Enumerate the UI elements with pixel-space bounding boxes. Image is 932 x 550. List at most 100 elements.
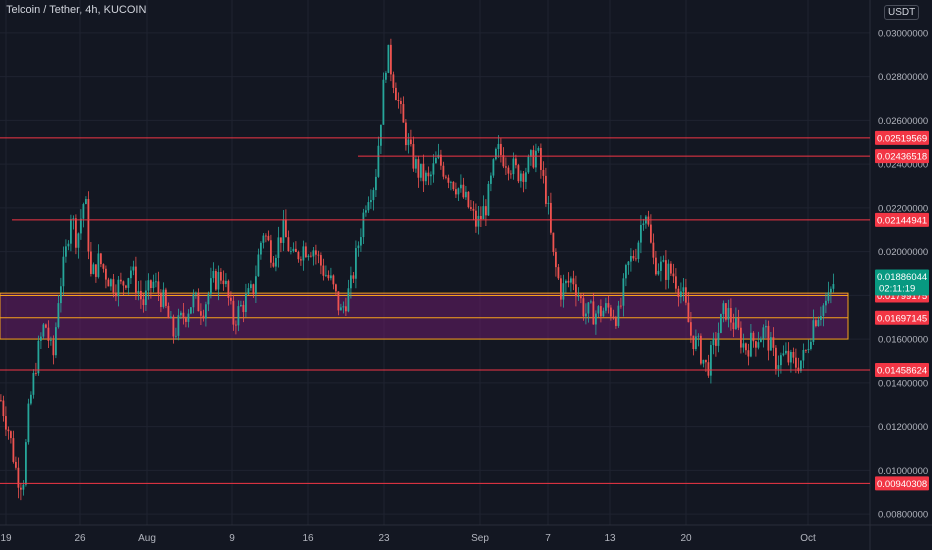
candle-body <box>552 232 555 253</box>
candle-body <box>20 487 22 490</box>
candle-body <box>695 336 697 350</box>
level-label-bg <box>875 130 929 145</box>
candle-body <box>265 235 267 237</box>
candle-body <box>507 167 510 174</box>
candle-body <box>387 44 390 73</box>
candle-body <box>660 261 662 271</box>
candle-body <box>487 183 490 216</box>
candle-body <box>747 350 750 357</box>
candle-body <box>470 207 472 209</box>
candle-body <box>77 233 80 248</box>
candle-body <box>490 175 492 184</box>
level-label: 0.00940308 <box>877 479 927 490</box>
candle-body <box>140 290 142 300</box>
candle-body <box>700 335 702 364</box>
candle-body <box>662 260 665 262</box>
y-tick-label: 0.01400000 <box>878 378 928 389</box>
candle-body <box>705 359 707 363</box>
candle-body <box>305 246 307 258</box>
candle-body <box>372 190 375 201</box>
candle-body <box>65 246 67 257</box>
candle-body <box>57 303 60 328</box>
candle-body <box>817 319 820 327</box>
candle-body <box>250 284 252 289</box>
candle-body <box>200 311 202 316</box>
candle-body <box>717 332 720 346</box>
candle-body <box>642 223 645 225</box>
candle-body <box>497 143 500 149</box>
candle-body <box>432 163 435 175</box>
candle-body <box>517 165 520 182</box>
candle-body <box>610 307 612 317</box>
candle-body <box>702 359 705 364</box>
candle-body <box>377 145 380 177</box>
candle-body <box>765 325 767 328</box>
candle-body <box>112 279 115 293</box>
candle-body <box>170 316 172 319</box>
candle-body <box>380 124 382 146</box>
candle-body <box>335 284 337 292</box>
candle-body <box>222 280 225 285</box>
candle-body <box>395 87 397 101</box>
candle-body <box>237 306 240 326</box>
candle-body <box>735 318 737 330</box>
candle-body <box>177 315 180 336</box>
candle-body <box>30 394 32 404</box>
candle-body <box>337 291 340 311</box>
candle-body <box>495 148 497 160</box>
currency-badge[interactable]: USDT <box>884 5 920 20</box>
candle-body <box>342 306 345 308</box>
candle-body <box>740 327 742 348</box>
candle-body <box>577 296 580 297</box>
candle-body <box>585 313 587 317</box>
candle-body <box>355 248 357 279</box>
candle-body <box>45 324 47 328</box>
candle-body <box>292 248 295 252</box>
candle-body <box>125 285 127 288</box>
level-label-bg <box>875 212 929 227</box>
zone-label-bg <box>875 310 929 325</box>
candle-body <box>655 257 657 275</box>
candle-body <box>822 305 825 316</box>
candle-body <box>382 79 385 125</box>
candle-body <box>152 281 155 288</box>
candle-body <box>97 253 100 277</box>
candle-body <box>75 218 77 248</box>
candle-body <box>225 280 227 285</box>
candle-body <box>707 362 710 376</box>
supply-demand-zone[interactable] <box>0 292 849 340</box>
candle-body <box>390 44 392 75</box>
candle-body <box>242 304 245 313</box>
candle-body <box>312 250 315 257</box>
candle-body <box>802 349 805 361</box>
candle-body <box>820 315 822 320</box>
candle-body <box>757 342 760 348</box>
level-label-bg <box>875 476 929 491</box>
candle-body <box>235 324 237 326</box>
candle-body <box>612 316 615 319</box>
candle-body <box>435 157 437 164</box>
candle-body <box>95 264 97 277</box>
y-tick-label: 0.02800000 <box>878 72 928 83</box>
candle-body <box>367 202 370 211</box>
y-tick-label: 0.01600000 <box>878 335 928 346</box>
candle-body <box>442 165 445 177</box>
candle-body <box>247 288 250 295</box>
candle-body <box>185 318 187 322</box>
candle-body <box>777 365 780 370</box>
candle-body <box>230 297 232 301</box>
candle-body <box>512 158 515 175</box>
candle-body <box>595 313 597 325</box>
candle-body <box>730 308 732 323</box>
candle-body <box>142 299 145 305</box>
candle-body <box>300 259 302 261</box>
candle-body <box>407 139 410 146</box>
candle-body <box>315 250 317 255</box>
candle-body <box>162 289 165 307</box>
x-tick-label: Sep <box>471 533 489 544</box>
candle-body <box>630 255 632 262</box>
x-tick-label: 23 <box>378 533 390 544</box>
candle-body <box>785 350 787 354</box>
